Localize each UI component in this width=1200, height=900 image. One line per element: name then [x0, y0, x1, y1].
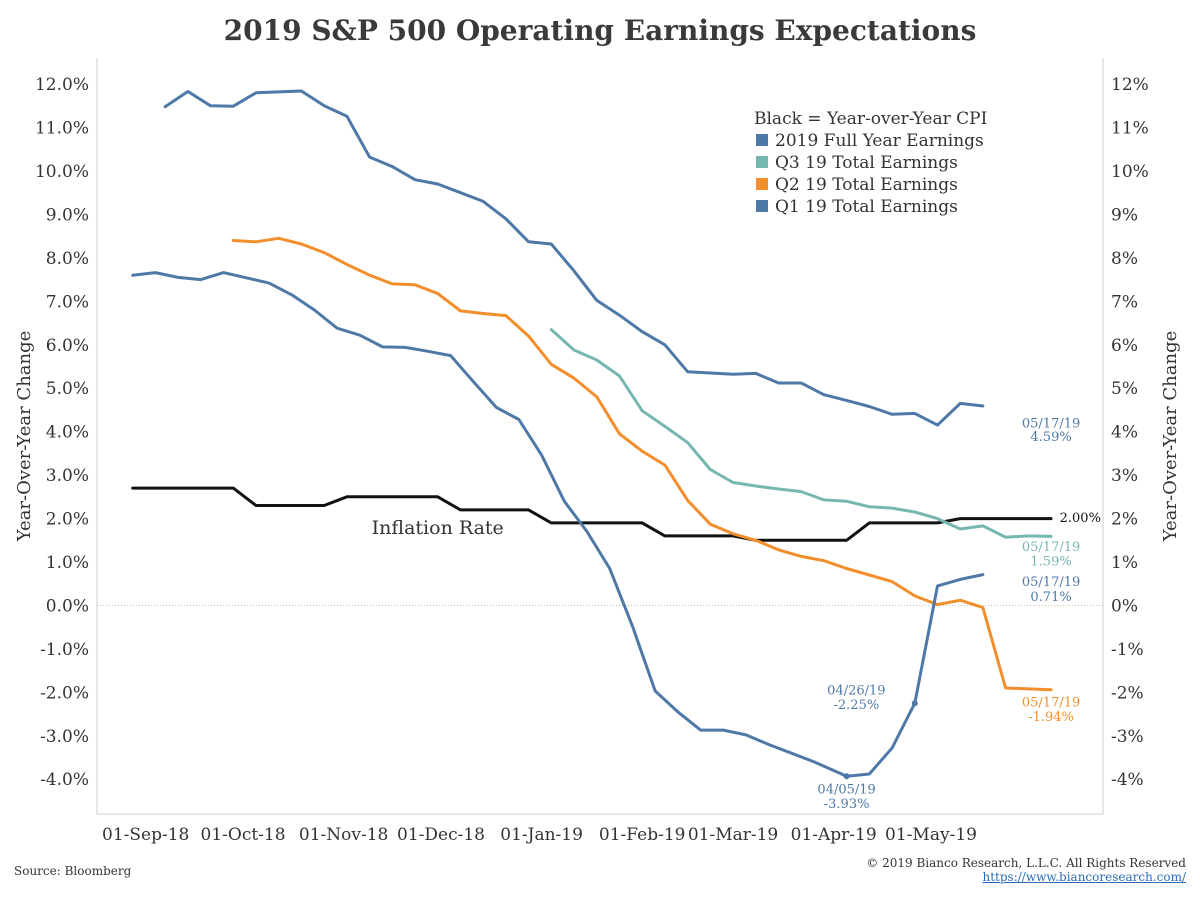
y-tick-label-right: 10%	[1111, 162, 1149, 182]
legend-entry-fy: 2019 Full Year Earnings	[775, 131, 984, 151]
x-tick-label: 01-Apr-19	[791, 825, 877, 845]
legend-entry-q1: Q1 19 Total Earnings	[775, 197, 958, 217]
chart-title: 2019 S&P 500 Operating Earnings Expectat…	[223, 14, 977, 47]
y-tick-label-right: 8%	[1111, 249, 1138, 269]
x-tick-label: 01-Feb-19	[599, 825, 686, 845]
q1-apr05-marker	[843, 773, 850, 780]
y-tick-label-right: 9%	[1111, 205, 1138, 225]
q2-earnings-line	[231, 236, 1053, 692]
x-tick-label: 01-Mar-19	[688, 825, 778, 845]
y-tick-label-left: 1.0%	[46, 553, 89, 573]
y-tick-label-left: -2.0%	[40, 683, 89, 703]
y-axis-title-left: Year-Over-Year Change	[14, 331, 35, 543]
full-year-earnings-line	[163, 89, 985, 427]
y-tick-label-right: 4%	[1111, 423, 1138, 443]
y-tick-label-left: 4.0%	[46, 423, 89, 443]
q1-earnings-line	[131, 271, 985, 778]
y-tick-label-left: 12.0%	[35, 75, 89, 95]
y-tick-label-right: 1%	[1111, 553, 1138, 573]
legend-swatch-q3	[756, 156, 768, 168]
copyright-note: © 2019 Bianco Research, L.L.C. All Right…	[866, 856, 1186, 870]
q2-end-value: -1.94%	[1028, 710, 1074, 725]
y-tick-label-right: 2%	[1111, 510, 1138, 530]
x-tick-label: 01-Nov-18	[299, 825, 388, 845]
y-tick-label-right: -4%	[1111, 770, 1144, 790]
legend-header: Black = Year-over-Year CPI	[754, 109, 987, 129]
q1-apr05-date: 04/05/19	[817, 783, 875, 798]
y-tick-label-right: 5%	[1111, 379, 1138, 399]
fy-end-value: 4.59%	[1030, 430, 1071, 445]
y-tick-label-left: -3.0%	[40, 727, 89, 747]
source-note: Source: Bloomberg	[14, 864, 132, 878]
x-tick-label: 01-Sep-18	[102, 825, 189, 845]
y-tick-label-right: 6%	[1111, 336, 1138, 356]
y-tick-label-left: 7.0%	[46, 292, 89, 312]
fy-end-date: 05/17/19	[1022, 416, 1080, 431]
q1-end-value: 0.71%	[1030, 590, 1071, 605]
q3-end-date: 05/17/19	[1022, 540, 1080, 555]
legend-swatch-fy	[756, 134, 768, 146]
q2-end-date: 05/17/19	[1022, 696, 1080, 711]
legend-entry-q3: Q3 19 Total Earnings	[775, 153, 958, 173]
q1-end-date: 05/17/19	[1022, 575, 1080, 590]
y-tick-label-left: 6.0%	[46, 336, 89, 356]
q3-end-value: 1.59%	[1030, 554, 1071, 569]
q1-apr26-date: 04/26/19	[827, 684, 885, 699]
y-tick-label-left: 11.0%	[35, 119, 89, 139]
y-tick-label-right: 12%	[1111, 75, 1149, 95]
cpi-line	[131, 486, 1053, 542]
y-tick-label-left: 9.0%	[46, 205, 89, 225]
y-tick-label-left: 3.0%	[46, 466, 89, 486]
x-tick-label: 01-Oct-18	[201, 825, 286, 845]
y-tick-label-right: -1%	[1111, 640, 1144, 660]
y-tick-label-left: -4.0%	[40, 770, 89, 790]
y-axis-title-right: Year-Over-Year Change	[1160, 331, 1181, 543]
q1-apr26-marker	[911, 700, 918, 707]
q1-apr26-value: -2.25%	[834, 698, 880, 713]
q3-earnings-line	[549, 328, 1053, 539]
inflation-rate-label: Inflation Rate	[372, 517, 504, 539]
legend-entry-q2: Q2 19 Total Earnings	[775, 175, 958, 195]
y-tick-label-right: -2%	[1111, 683, 1144, 703]
y-tick-label-left: 0.0%	[46, 596, 89, 616]
y-tick-label-right: 7%	[1111, 292, 1138, 312]
x-tick-label: 01-May-19	[885, 825, 977, 845]
cpi-end-value: 2.00%	[1060, 511, 1101, 526]
website-link[interactable]: https://www.biancoresearch.com/	[982, 870, 1186, 884]
y-tick-label-right: 11%	[1111, 119, 1149, 139]
x-tick-label: 01-Jan-19	[500, 825, 583, 845]
y-tick-label-right: 0%	[1111, 596, 1138, 616]
y-tick-label-left: 2.0%	[46, 510, 89, 530]
y-tick-label-left: 10.0%	[35, 162, 89, 182]
x-tick-label: 01-Dec-18	[397, 825, 485, 845]
y-tick-label-left: -1.0%	[40, 640, 89, 660]
q1-apr05-value: -3.93%	[824, 797, 870, 812]
y-tick-label-left: 8.0%	[46, 249, 89, 269]
y-tick-label-left: 5.0%	[46, 379, 89, 399]
legend-swatch-q2	[756, 178, 768, 190]
legend-swatch-q1	[756, 200, 768, 212]
y-tick-label-right: 3%	[1111, 466, 1138, 486]
y-tick-label-right: -3%	[1111, 727, 1144, 747]
